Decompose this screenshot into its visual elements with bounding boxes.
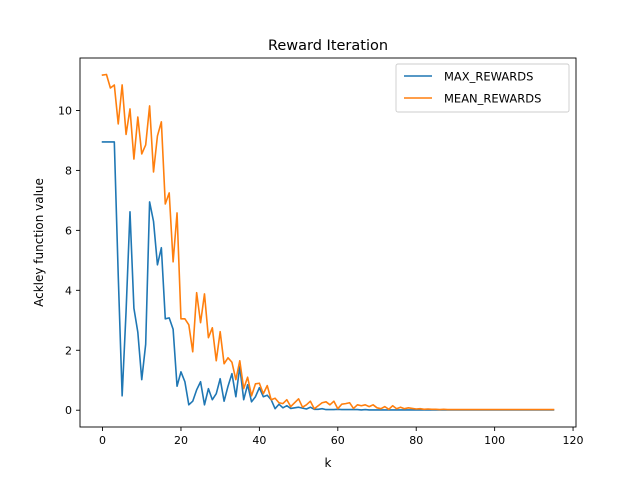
x-tick-label: 0 — [99, 434, 106, 447]
y-tick-label: 4 — [65, 284, 72, 297]
y-tick-label: 2 — [65, 344, 72, 357]
x-tick-label: 100 — [484, 434, 505, 447]
x-axis-label: k — [325, 456, 332, 470]
legend-label-mean-rewards: MEAN_REWARDS — [444, 92, 541, 106]
x-axis: 0 20 40 60 80 100 120 — [99, 427, 584, 447]
series-line-mean-rewards — [101, 73, 555, 411]
x-tick-label: 60 — [331, 434, 345, 447]
y-tick-label: 8 — [65, 164, 72, 177]
y-axis-label: Ackley function value — [32, 178, 46, 307]
y-tick-label: 0 — [65, 404, 72, 417]
y-tick-label: 6 — [65, 224, 72, 237]
x-tick-label: 80 — [409, 434, 423, 447]
legend-box — [395, 63, 570, 113]
x-tick-label: 20 — [174, 434, 188, 447]
plot-area — [101, 73, 555, 411]
legend: MAX_REWARDS MEAN_REWARDS — [395, 63, 570, 113]
legend-label-max-rewards: MAX_REWARDS — [444, 70, 533, 84]
x-tick-label: 120 — [563, 434, 584, 447]
chart-title: Reward Iteration — [268, 38, 388, 54]
axes-frame — [79, 57, 577, 428]
y-axis: 0 2 4 6 8 10 — [58, 104, 80, 417]
y-tick-label: 10 — [58, 104, 72, 117]
x-tick-label: 40 — [252, 434, 266, 447]
